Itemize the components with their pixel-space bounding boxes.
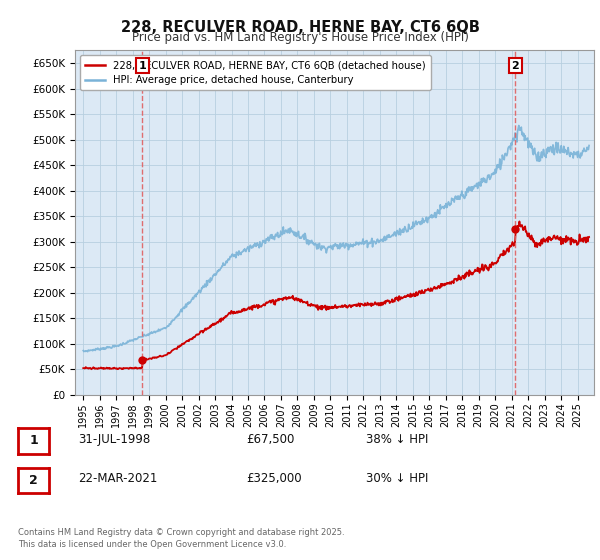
Text: Contains HM Land Registry data © Crown copyright and database right 2025.
This d: Contains HM Land Registry data © Crown c… <box>18 528 344 549</box>
Legend: 228, RECULVER ROAD, HERNE BAY, CT6 6QB (detached house), HPI: Average price, det: 228, RECULVER ROAD, HERNE BAY, CT6 6QB (… <box>80 55 431 90</box>
Text: Price paid vs. HM Land Registry's House Price Index (HPI): Price paid vs. HM Land Registry's House … <box>131 31 469 44</box>
Text: £67,500: £67,500 <box>246 433 295 446</box>
Text: 38% ↓ HPI: 38% ↓ HPI <box>366 433 428 446</box>
Text: 22-MAR-2021: 22-MAR-2021 <box>78 472 157 486</box>
Text: 228, RECULVER ROAD, HERNE BAY, CT6 6QB: 228, RECULVER ROAD, HERNE BAY, CT6 6QB <box>121 20 479 35</box>
Text: 2: 2 <box>29 474 38 487</box>
Text: 1: 1 <box>139 60 146 71</box>
Text: 1: 1 <box>29 435 38 447</box>
Text: £325,000: £325,000 <box>246 472 302 486</box>
Text: 2: 2 <box>511 60 519 71</box>
Text: 31-JUL-1998: 31-JUL-1998 <box>78 433 150 446</box>
Text: 30% ↓ HPI: 30% ↓ HPI <box>366 472 428 486</box>
